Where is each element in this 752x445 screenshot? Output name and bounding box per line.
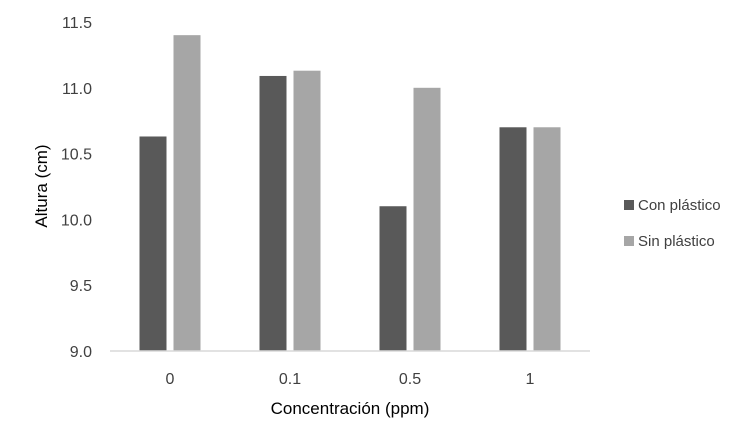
legend: Con plástico Sin plástico — [624, 197, 721, 250]
bar-sin-plastico-2 — [413, 87, 441, 352]
bar-con-plastico-3 — [499, 127, 527, 351]
bar-con-plastico-0 — [139, 136, 167, 351]
y-tick-label: 9.5 — [70, 278, 92, 295]
y-tick-label: 10.5 — [61, 147, 92, 164]
y-tick-label: 9.0 — [70, 344, 92, 361]
y-tick-label: 11.5 — [62, 15, 92, 32]
y-tick-label: 10.0 — [61, 212, 92, 229]
x-tick-label: 0.5 — [399, 371, 421, 388]
legend-label: Sin plástico — [638, 233, 715, 250]
bar-sin-plastico-1 — [293, 70, 321, 351]
x-axis-title: Concentración (ppm) — [271, 399, 430, 418]
x-tick-label: 0.1 — [279, 371, 301, 388]
legend-swatch — [624, 236, 634, 246]
bar-con-plastico-2 — [379, 206, 407, 351]
bar-sin-plastico-3 — [533, 127, 561, 351]
y-axis-title: Altura (cm) — [32, 144, 51, 227]
bar-con-plastico-1 — [259, 75, 287, 352]
y-tick-label: 11.0 — [62, 81, 92, 98]
bar-sin-plastico-0 — [173, 35, 201, 351]
y-axis-ticks: 9.0 9.5 10.0 10.5 11.0 11.5 — [61, 15, 92, 361]
x-axis-ticks: 0 0.1 0.5 1 — [166, 371, 535, 388]
bars — [139, 35, 561, 352]
legend-swatch — [624, 200, 634, 210]
x-tick-label: 1 — [526, 371, 535, 388]
x-tick-label: 0 — [166, 371, 175, 388]
legend-label: Con plástico — [638, 197, 721, 214]
